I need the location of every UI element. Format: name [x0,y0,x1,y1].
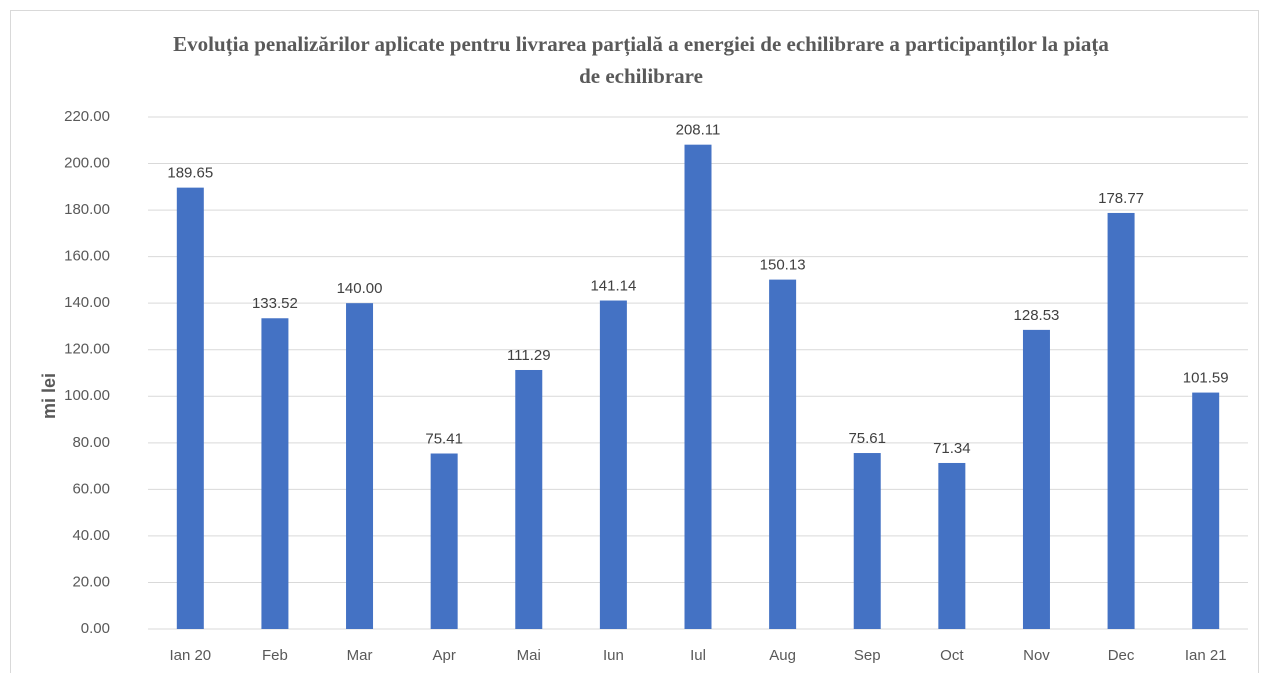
chart-title: Evoluția penalizărilor aplicate pentru l… [173,32,1109,88]
value-label: 133.52 [252,295,298,312]
bar [853,453,881,629]
value-label: 75.41 [425,430,463,447]
bar [261,318,289,629]
bar [1192,392,1220,629]
x-tick-label: Sep [854,647,881,664]
x-tick-label: Ian 21 [1185,647,1227,664]
y-tick-label: 40.00 [72,527,110,544]
bar [1022,329,1050,629]
value-label: 208.11 [676,122,721,139]
y-tick-label: 80.00 [72,434,110,451]
x-tick-label: Nov [1023,647,1050,664]
x-tick-label: Mai [517,647,541,664]
y-tick-label: 160.00 [64,248,110,265]
y-tick-label: 0.00 [81,620,110,637]
bar [515,369,543,629]
y-tick-label: 140.00 [64,294,110,311]
y-tick-label: 100.00 [64,387,110,404]
bar [1107,212,1135,629]
x-tick-label: Feb [262,647,288,664]
value-label: 128.53 [1014,307,1060,324]
x-tick-label: Iul [690,647,706,664]
bar [599,300,627,629]
value-label: 101.59 [1183,370,1229,387]
x-tick-label: Oct [940,647,964,664]
bar [769,279,797,629]
value-label: 150.13 [760,257,806,274]
bar [176,187,204,629]
x-tick-label: Dec [1108,647,1135,664]
x-tick-label: Ian 20 [169,647,211,664]
y-tick-label: 200.00 [64,155,110,172]
y-tick-label: 60.00 [72,480,110,497]
value-label: 141.14 [590,277,636,294]
value-label: 189.65 [167,165,213,182]
bar [684,144,712,630]
y-tick-label: 220.00 [64,108,110,125]
y-tick-label: 180.00 [64,201,110,218]
x-tick-label: Mar [347,647,373,664]
value-label: 75.61 [848,430,886,447]
y-tick-label: 20.00 [72,573,110,590]
y-tick-label: 120.00 [64,341,110,358]
bar [430,453,458,629]
bar [346,303,374,629]
y-axis-label: mi lei [39,373,59,419]
x-tick-label: Apr [432,647,455,664]
chart-border [10,10,1259,673]
value-label: 71.34 [933,440,971,457]
bar [938,462,966,629]
x-tick-label: Aug [769,647,796,664]
value-label: 178.77 [1098,190,1144,207]
value-label: 111.29 [507,347,551,364]
x-tick-label: Iun [603,647,624,664]
value-label: 140.00 [337,280,383,297]
